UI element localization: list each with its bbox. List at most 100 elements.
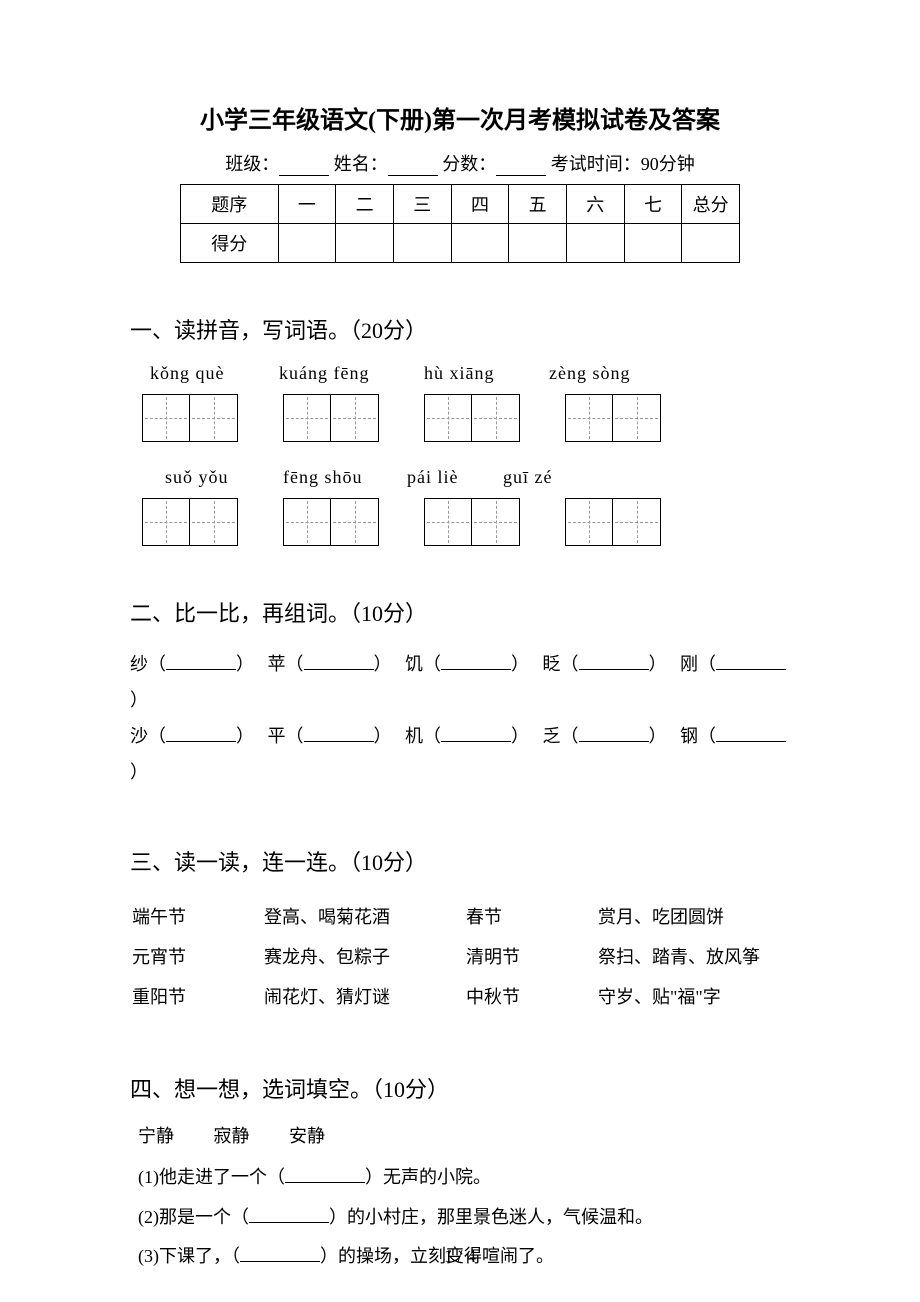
char-box-pair <box>424 498 520 546</box>
char: 乏 <box>543 726 561 746</box>
time-label: 考试时间：90分钟 <box>551 154 695 174</box>
table-cell <box>451 224 509 263</box>
pinyin-row-2: suǒ yǒu fēng shōu pái liè guī zé <box>130 467 790 488</box>
pinyin-item: fēng shōu <box>283 467 363 488</box>
table-cell: 四 <box>451 185 509 224</box>
connect-row: 端午节 登高、喝菊花酒 春节 赏月、吃团圆饼 <box>132 897 788 935</box>
blank <box>285 1167 365 1183</box>
blank <box>166 726 236 742</box>
table-cell: 七 <box>624 185 682 224</box>
compose-line-1: 纱（） 苹（） 饥（） 眨（） 刚（） <box>130 646 790 718</box>
table-cell <box>278 224 336 263</box>
blank <box>579 726 649 742</box>
word-option: 安静 <box>289 1126 325 1146</box>
table-cell <box>624 224 682 263</box>
blank <box>166 654 236 670</box>
word-option: 宁静 <box>138 1126 174 1146</box>
table-cell <box>509 224 567 263</box>
char-box <box>142 498 190 546</box>
char: 饥 <box>405 654 423 674</box>
fill-prefix: (1)他走进了一个（ <box>138 1167 285 1187</box>
connect-cell: 重阳节 <box>132 977 262 1015</box>
fill-suffix: ）无声的小院。 <box>365 1167 491 1187</box>
score-blank <box>496 158 546 176</box>
char-box-pair <box>424 394 520 442</box>
pinyin-item: hù xiāng <box>424 363 495 384</box>
table-cell <box>566 224 624 263</box>
char-box <box>190 394 238 442</box>
name-blank <box>388 158 438 176</box>
char-box <box>190 498 238 546</box>
char-boxes-row-1 <box>130 394 790 442</box>
table-cell <box>393 224 451 263</box>
page-title: 小学三年级语文(下册)第一次月考模拟试卷及答案 <box>130 100 790 135</box>
fill-suffix: ）的小村庄，那里景色迷人，气候温和。 <box>329 1207 653 1227</box>
pinyin-item: kǒng què <box>150 363 225 384</box>
blank <box>249 1207 329 1223</box>
connect-cell: 端午节 <box>132 897 262 935</box>
table-cell: 五 <box>509 185 567 224</box>
char: 刚 <box>680 654 698 674</box>
pinyin-item: suǒ yǒu <box>165 467 229 488</box>
connect-cell: 清明节 <box>466 937 596 975</box>
page-number: 1 / 4 <box>0 1246 920 1267</box>
connect-cell: 赏月、吃团圆饼 <box>598 897 788 935</box>
header-label: 题序 <box>181 185 279 224</box>
pinyin-item: zèng sòng <box>549 363 630 384</box>
char-box <box>613 498 661 546</box>
connect-cell: 闹花灯、猜灯谜 <box>264 977 464 1015</box>
blank <box>304 654 374 670</box>
char-box-pair <box>283 394 379 442</box>
pinyin-item: pái liè <box>407 467 458 488</box>
char-box-pair <box>565 394 661 442</box>
compose-line-2: 沙（） 平（） 机（） 乏（） 钢（） <box>130 718 790 790</box>
char-box-pair <box>565 498 661 546</box>
char-box <box>565 498 613 546</box>
blank <box>441 726 511 742</box>
char-box-pair <box>283 498 379 546</box>
char: 平 <box>268 726 286 746</box>
table-cell: 一 <box>278 185 336 224</box>
char-box <box>424 498 472 546</box>
blank <box>441 654 511 670</box>
score-label: 分数： <box>442 154 496 174</box>
section3-heading: 三、读一读，连一连。（10分） <box>130 845 790 877</box>
score-table: 题序 一 二 三 四 五 六 七 总分 得分 <box>180 184 740 263</box>
char: 沙 <box>130 726 148 746</box>
table-cell <box>336 224 394 263</box>
pinyin-row-1: kǒng què kuáng fēng hù xiāng zèng sòng <box>130 363 790 384</box>
char-box <box>613 394 661 442</box>
name-label: 姓名： <box>334 154 388 174</box>
char: 眨 <box>543 654 561 674</box>
char-box <box>331 498 379 546</box>
fill-item-2: (2)那是一个（ ）的小村庄，那里景色迷人，气候温和。 <box>130 1198 790 1238</box>
char-box <box>283 394 331 442</box>
connect-cell: 登高、喝菊花酒 <box>264 897 464 935</box>
blank <box>716 654 786 670</box>
blank <box>716 726 786 742</box>
connect-row: 元宵节 赛龙舟、包粽子 清明节 祭扫、踏青、放风筝 <box>132 937 788 975</box>
blank <box>304 726 374 742</box>
char-box-pair <box>142 394 238 442</box>
fill-item-1: (1)他走进了一个（ ）无声的小院。 <box>130 1158 790 1198</box>
table-row: 题序 一 二 三 四 五 六 七 总分 <box>181 185 740 224</box>
char: 机 <box>405 726 423 746</box>
table-row: 得分 <box>181 224 740 263</box>
char: 钢 <box>680 726 698 746</box>
char-box <box>424 394 472 442</box>
fill-prefix: (2)那是一个（ <box>138 1207 249 1227</box>
info-line: 班级： 姓名： 分数： 考试时间：90分钟 <box>130 150 790 176</box>
char-box <box>472 498 520 546</box>
table-cell: 总分 <box>682 185 740 224</box>
table-cell: 三 <box>393 185 451 224</box>
class-label: 班级： <box>225 154 279 174</box>
section1-heading: 一、读拼音，写词语。（20分） <box>130 313 790 345</box>
pinyin-item: guī zé <box>503 467 552 488</box>
char-boxes-row-2 <box>130 498 790 546</box>
connect-table: 端午节 登高、喝菊花酒 春节 赏月、吃团圆饼 元宵节 赛龙舟、包粽子 清明节 祭… <box>130 895 790 1017</box>
char-box <box>283 498 331 546</box>
word-option: 寂静 <box>214 1126 250 1146</box>
connect-cell: 春节 <box>466 897 596 935</box>
connect-cell: 祭扫、踏青、放风筝 <box>598 937 788 975</box>
section2-heading: 二、比一比，再组词。（10分） <box>130 596 790 628</box>
